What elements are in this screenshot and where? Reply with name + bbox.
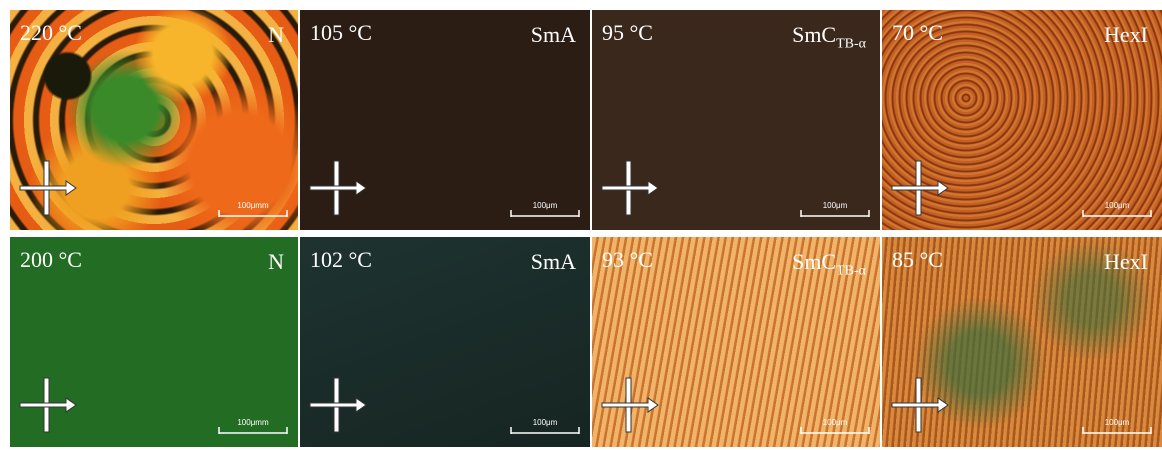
polarizer-cross: [598, 374, 660, 441]
scale-bar: 100μm: [510, 201, 580, 218]
scale-label: 100μm: [800, 418, 870, 427]
phase-name: SmA: [531, 249, 576, 274]
micrograph-panel: 220 °C N 100μmm: [10, 10, 298, 230]
temperature-label: 102 °C: [310, 247, 372, 273]
phase-label: N: [268, 22, 284, 48]
phase-name: N: [268, 249, 284, 274]
phase-name: SmC: [792, 249, 836, 274]
polarizer-cross: [16, 157, 78, 224]
phase-subscript: TB-α: [836, 263, 866, 278]
phase-label: SmA: [531, 22, 576, 48]
phase-label: SmCTB-α: [792, 22, 866, 52]
micrograph-panel: 105 °C SmA 100μm: [300, 10, 590, 230]
scale-bar: 100μm: [510, 418, 580, 435]
scale-line: [1082, 210, 1152, 218]
scale-bar: 100μmm: [218, 201, 288, 218]
polarizer-cross: [888, 374, 950, 441]
temperature-label: 200 °C: [20, 247, 82, 273]
scale-label: 100μm: [1082, 201, 1152, 210]
scale-line: [218, 427, 288, 435]
figure: 220 °CN100μmm105 °CSmA100μm95 °CSmCTB-α1…: [0, 0, 1162, 450]
temperature-label: 95 °C: [602, 20, 653, 46]
scale-bar: 100μmm: [218, 418, 288, 435]
phase-label: N: [268, 249, 284, 275]
phase-name: N: [268, 22, 284, 47]
scale-line: [218, 210, 288, 218]
scale-bar: 100μm: [1082, 201, 1152, 218]
phase-label: SmCTB-α: [792, 249, 866, 279]
temperature-label: 105 °C: [310, 20, 372, 46]
phase-subscript: TB-α: [836, 36, 866, 51]
temperature-label: 220 °C: [20, 20, 82, 46]
phase-label: HexI: [1104, 22, 1148, 48]
scale-line: [800, 427, 870, 435]
scale-bar: 100μm: [800, 201, 870, 218]
scale-label: 100μmm: [218, 201, 288, 210]
phase-label: HexI: [1104, 249, 1148, 275]
micrograph-panel: 93 °C SmCTB-α 100μm: [592, 237, 880, 447]
polarizer-cross: [306, 374, 368, 441]
scale-label: 100μmm: [218, 418, 288, 427]
micrograph-panel: 70 °C HexI 100μm: [882, 10, 1162, 230]
scale-label: 100μm: [510, 201, 580, 210]
scale-label: 100μm: [510, 418, 580, 427]
temperature-label: 70 °C: [892, 20, 943, 46]
scale-label: 100μm: [800, 201, 870, 210]
scale-line: [510, 210, 580, 218]
phase-name: HexI: [1104, 22, 1148, 47]
temperature-label: 93 °C: [602, 247, 653, 273]
scale-label: 100μm: [1082, 418, 1152, 427]
phase-label: SmA: [531, 249, 576, 275]
scale-line: [1082, 427, 1152, 435]
polarizer-cross: [16, 374, 78, 441]
polarizer-cross: [306, 157, 368, 224]
polarizer-cross: [888, 157, 950, 224]
scale-line: [800, 210, 870, 218]
polarizer-cross: [598, 157, 660, 224]
phase-name: HexI: [1104, 249, 1148, 274]
micrograph-panel: 95 °C SmCTB-α 100μm: [592, 10, 880, 230]
phase-name: SmC: [792, 22, 836, 47]
micrograph-panel: 85 °C HexI 100μm: [882, 237, 1162, 447]
scale-line: [510, 427, 580, 435]
phase-name: SmA: [531, 22, 576, 47]
micrograph-panel: 200 °C N 100μmm: [10, 237, 298, 447]
micrograph-panel: 102 °C SmA 100μm: [300, 237, 590, 447]
temperature-label: 85 °C: [892, 247, 943, 273]
scale-bar: 100μm: [800, 418, 870, 435]
scale-bar: 100μm: [1082, 418, 1152, 435]
